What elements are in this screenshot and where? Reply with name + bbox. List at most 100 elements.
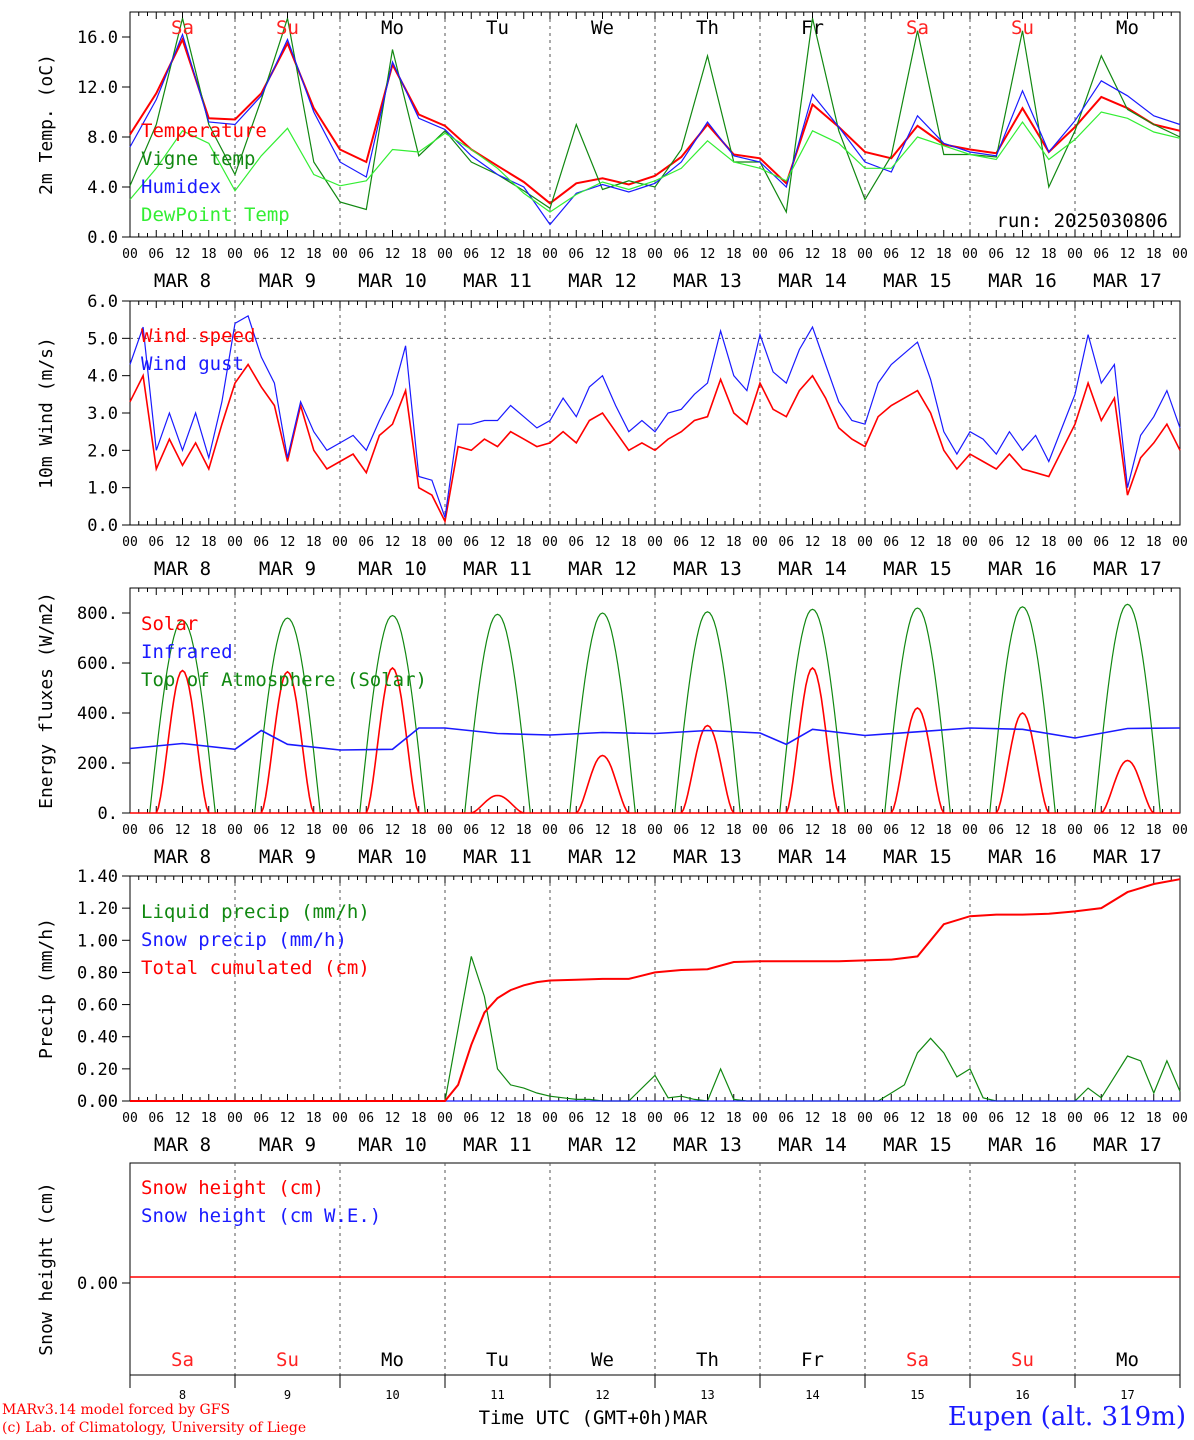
hour-tick-label: 12	[910, 535, 926, 550]
hour-tick-label: 06	[1093, 535, 1109, 550]
weekday-label: We	[591, 1349, 614, 1371]
hour-tick-label: 06	[253, 1111, 269, 1126]
hour-tick-label: 12	[280, 823, 296, 838]
hour-tick-label: 18	[621, 247, 637, 262]
hour-tick-label: 00	[332, 247, 348, 262]
y-tick-label: 4.0	[87, 178, 118, 198]
hour-tick-label: 12	[700, 823, 716, 838]
date-label: MAR 17	[1093, 558, 1162, 580]
date-label: MAR 10	[358, 846, 427, 868]
date-label: MAR 16	[988, 1134, 1057, 1156]
legend-entry: Top of Atmosphere (Solar)	[141, 669, 427, 691]
date-label: MAR 8	[154, 558, 211, 580]
hour-tick-label: 12	[1120, 1111, 1136, 1126]
series-line-dewpoint-temp	[129, 111, 1181, 213]
hour-tick-label: 00	[962, 247, 978, 262]
hour-tick-label: 12	[700, 535, 716, 550]
hour-tick-label: 00	[752, 823, 768, 838]
hour-tick-label: 18	[306, 247, 322, 262]
solar-arc	[260, 670, 315, 814]
hour-tick-label: 06	[358, 247, 374, 262]
date-label: MAR 11	[463, 1134, 532, 1156]
hour-tick-label: 18	[831, 247, 847, 262]
toa-solar-arc	[989, 606, 1056, 814]
date-label: MAR 14	[778, 558, 847, 580]
weekday-label: Mo	[1116, 17, 1139, 39]
hour-tick-label: 18	[201, 1111, 217, 1126]
legend-entry: Wind gust	[141, 353, 244, 375]
legend-entry: Snow precip (mm/h)	[141, 929, 347, 951]
hour-tick-label: 12	[700, 1111, 716, 1126]
bottom-date-label: 16	[1015, 1388, 1029, 1402]
hour-tick-label: 00	[332, 823, 348, 838]
hour-tick-label: 00	[542, 247, 558, 262]
hour-tick-label: 12	[595, 1111, 611, 1126]
hour-tick-label: 00	[1067, 247, 1083, 262]
hour-tick-label: 06	[463, 535, 479, 550]
date-label: MAR 10	[358, 558, 427, 580]
hour-tick-label: 06	[778, 1111, 794, 1126]
hour-tick-label: 06	[988, 1111, 1004, 1126]
date-label: MAR 15	[883, 270, 952, 292]
date-label: MAR 14	[778, 270, 847, 292]
hour-tick-label: 12	[1015, 247, 1031, 262]
y-tick-label: 1.20	[77, 899, 118, 919]
solar-arc	[890, 707, 945, 814]
hour-tick-label: 12	[490, 535, 506, 550]
y-tick-label: 3.0	[87, 404, 118, 424]
hour-tick-label: 00	[122, 535, 138, 550]
hour-tick-label: 18	[1041, 535, 1057, 550]
hour-tick-label: 18	[1041, 823, 1057, 838]
y-tick-label: 0.80	[77, 963, 118, 983]
hour-tick-label: 00	[1172, 1111, 1188, 1126]
hour-tick-label: 12	[385, 247, 401, 262]
hour-tick-label: 12	[910, 823, 926, 838]
hour-tick-label: 00	[1172, 535, 1188, 550]
date-label: MAR 15	[883, 1134, 952, 1156]
hour-tick-label: 18	[831, 535, 847, 550]
hour-tick-label: 00	[437, 535, 453, 550]
hour-tick-label: 12	[280, 247, 296, 262]
hour-tick-label: 18	[306, 1111, 322, 1126]
y-axis-label: 2m Temp. (oC)	[36, 54, 57, 195]
legend-entry: Total cumulated (cm)	[141, 957, 370, 979]
date-label: MAR 11	[463, 846, 532, 868]
date-label: MAR 8	[154, 846, 211, 868]
hour-tick-label: 06	[883, 823, 899, 838]
hour-tick-label: 12	[280, 1111, 296, 1126]
hour-tick-label: 00	[1067, 535, 1083, 550]
hour-tick-label: 18	[621, 1111, 637, 1126]
hour-tick-label: 00	[752, 535, 768, 550]
hour-tick-label: 06	[358, 1111, 374, 1126]
solar-arc	[155, 669, 210, 814]
series-line-wind-gust	[129, 315, 1181, 518]
date-label: MAR 17	[1093, 846, 1162, 868]
hour-tick-label: 18	[621, 823, 637, 838]
solar-arc	[471, 794, 525, 814]
hour-tick-label: 06	[988, 823, 1004, 838]
toa-solar-arc	[779, 608, 846, 814]
weekday-label: Tu	[486, 1349, 509, 1371]
date-label: MAR 12	[568, 1134, 637, 1156]
hour-tick-label: 00	[1172, 247, 1188, 262]
legend-entry: Wind speed	[141, 325, 255, 347]
hour-tick-label: 12	[280, 535, 296, 550]
y-tick-label: 0.60	[77, 996, 118, 1016]
bottom-date-label: 12	[595, 1388, 609, 1402]
weekday-label: We	[591, 17, 614, 39]
hour-tick-label: 06	[1093, 247, 1109, 262]
hour-tick-label: 06	[358, 823, 374, 838]
hour-tick-label: 12	[805, 1111, 821, 1126]
hour-tick-label: 12	[595, 535, 611, 550]
hour-tick-label: 18	[306, 823, 322, 838]
hour-tick-label: 00	[752, 247, 768, 262]
weekday-label: Fr	[801, 1349, 824, 1371]
legend-entry: Solar	[141, 613, 198, 635]
hour-tick-label: 06	[883, 535, 899, 550]
hour-tick-label: 12	[910, 1111, 926, 1126]
date-label: MAR 8	[154, 270, 211, 292]
legend-entry: Vigne temp	[141, 148, 255, 170]
y-tick-label: 400.	[77, 704, 118, 724]
toa-solar-arc	[569, 612, 636, 814]
hour-tick-label: 00	[857, 823, 873, 838]
